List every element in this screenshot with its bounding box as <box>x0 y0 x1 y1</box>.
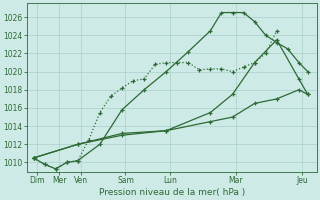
X-axis label: Pression niveau de la mer( hPa ): Pression niveau de la mer( hPa ) <box>99 188 245 197</box>
